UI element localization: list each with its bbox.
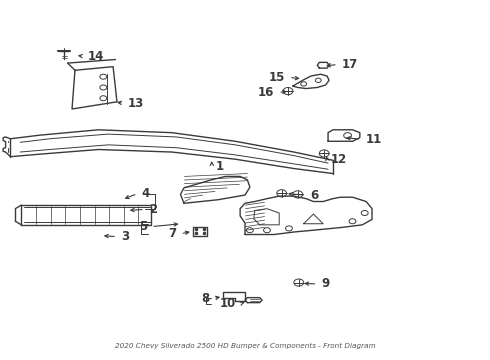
Text: 17: 17 <box>342 58 358 71</box>
Text: 15: 15 <box>269 71 285 84</box>
Text: 5: 5 <box>139 220 147 233</box>
Text: 3: 3 <box>121 230 129 243</box>
Text: 1: 1 <box>216 160 224 173</box>
Text: 10: 10 <box>220 297 236 310</box>
Text: 2: 2 <box>149 203 157 216</box>
Text: 11: 11 <box>365 132 381 145</box>
Text: 9: 9 <box>321 278 329 291</box>
Text: 14: 14 <box>88 50 104 63</box>
Text: 6: 6 <box>310 189 318 202</box>
Text: 16: 16 <box>258 86 274 99</box>
Text: 7: 7 <box>169 227 176 240</box>
Text: 4: 4 <box>142 187 149 200</box>
Text: 8: 8 <box>201 292 209 305</box>
Text: 2020 Chevy Silverado 2500 HD Bumper & Components - Front Diagram: 2020 Chevy Silverado 2500 HD Bumper & Co… <box>115 342 375 348</box>
Text: 13: 13 <box>128 97 144 110</box>
Text: 12: 12 <box>331 153 347 166</box>
